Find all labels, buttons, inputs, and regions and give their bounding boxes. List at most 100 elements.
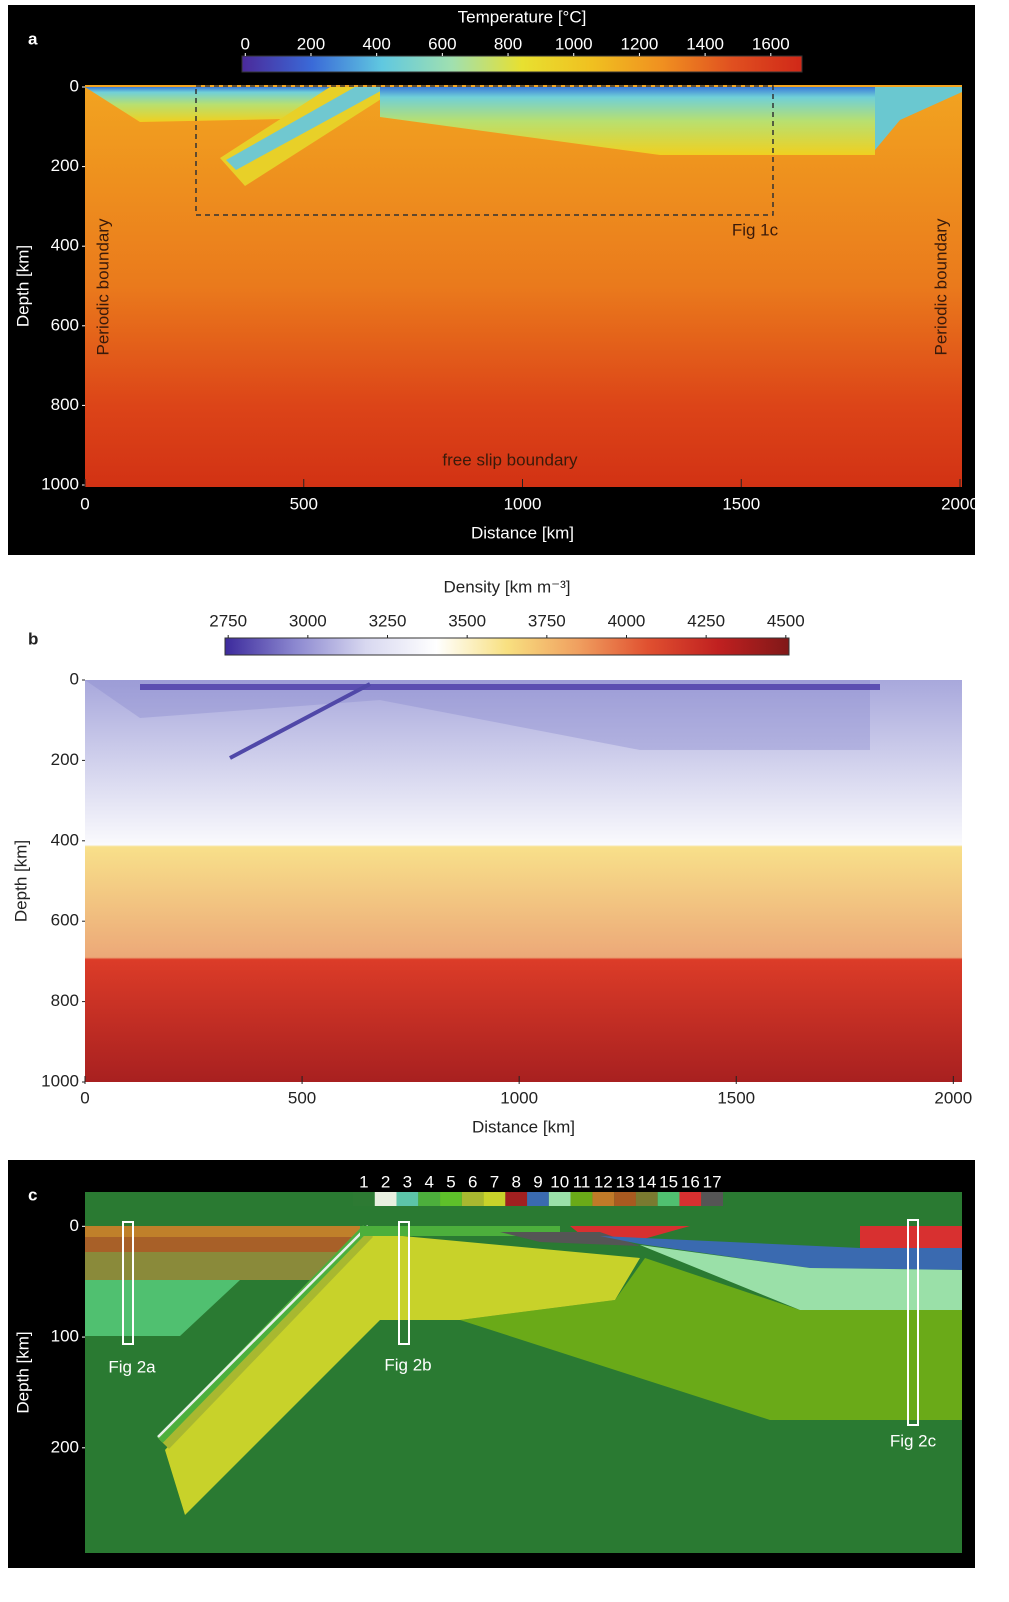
legend-swatch (679, 1192, 702, 1206)
y-tick-label: 0 (70, 76, 79, 95)
panel-label: a (28, 29, 38, 48)
y-axis-label: Depth [km] (13, 245, 32, 327)
layer (85, 1252, 345, 1280)
y-axis-label: Depth [km] (11, 840, 30, 922)
legend-label: 6 (468, 1172, 477, 1191)
legend-swatch (418, 1192, 441, 1206)
legend-swatch (657, 1192, 680, 1206)
layer (600, 1236, 962, 1270)
colorbar-tick-label: 3750 (528, 611, 566, 630)
colorbar-title: Temperature [°C] (458, 7, 587, 26)
x-tick-label: 2000 (941, 494, 979, 513)
colorbar-tick-label: 2750 (209, 611, 247, 630)
colorbar-tick-label: 200 (297, 34, 325, 53)
colorbar-tick-label: 1600 (752, 34, 790, 53)
colorbar-tick-label: 0 (241, 34, 250, 53)
colorbar-tick-label: 4000 (608, 611, 646, 630)
legend-label: 12 (594, 1172, 613, 1191)
y-tick-label: 600 (51, 911, 79, 930)
legend-swatch (527, 1192, 549, 1206)
legend-label: 3 (403, 1172, 412, 1191)
colorbar-tick-label: 1200 (621, 34, 659, 53)
x-tick-label: 1000 (500, 1088, 538, 1107)
y-tick-label: 200 (51, 1437, 79, 1456)
y-tick-label: 600 (51, 315, 79, 334)
legend-label: 5 (446, 1172, 455, 1191)
y-tick-label: 1000 (41, 474, 79, 493)
y-tick-label: 400 (51, 830, 79, 849)
x-tick-label: 1000 (504, 494, 542, 513)
legend-swatch (614, 1192, 636, 1206)
x-tick-label: 500 (288, 1088, 316, 1107)
x-tick-label: 0 (80, 494, 89, 513)
layer (360, 1226, 560, 1236)
legend-swatch (505, 1192, 528, 1206)
panel-label: c (28, 1185, 37, 1204)
y-tick-label: 0 (70, 669, 79, 688)
annotation: free slip boundary (442, 450, 578, 469)
layer (460, 1258, 962, 1420)
legend-label: 15 (659, 1172, 678, 1191)
legend-label: 14 (637, 1172, 656, 1191)
fig-box (195, 85, 774, 216)
colorbar-title: Density [km m⁻³] (443, 577, 570, 596)
plate-top (140, 684, 880, 690)
layer (640, 1245, 962, 1310)
annotation: Periodic boundary (93, 218, 112, 356)
colorbar (241, 55, 803, 73)
legend-label: 4 (424, 1172, 433, 1191)
slab-layer (158, 1227, 374, 1449)
legend-label: 8 (512, 1172, 521, 1191)
plate-edge (875, 87, 962, 150)
colorbar-tick-label: 4250 (687, 611, 725, 630)
fig-box (907, 1219, 919, 1426)
legend-swatch (374, 1192, 397, 1206)
x-axis-label: Distance [km] (472, 1117, 575, 1136)
legend-swatch (440, 1192, 462, 1206)
legend-label: 7 (490, 1172, 499, 1191)
slab (229, 682, 371, 760)
y-tick-label: 800 (51, 991, 79, 1010)
colorbar-tick-label: 1400 (686, 34, 724, 53)
x-tick-label: 1500 (717, 1088, 755, 1107)
y-tick-label: 200 (51, 156, 79, 175)
annotation: Fig 1c (732, 220, 779, 239)
slab (220, 87, 400, 186)
legend-label: 2 (381, 1172, 390, 1191)
colorbar-tick-label: 4500 (767, 611, 805, 630)
legend-swatch (396, 1192, 419, 1206)
legend-swatch (635, 1192, 658, 1206)
x-tick-label: 500 (290, 494, 318, 513)
legend-label: 10 (550, 1172, 569, 1191)
y-tick-label: 100 (51, 1327, 79, 1346)
y-tick-label: 200 (51, 750, 79, 769)
layer (500, 1232, 640, 1246)
annotation: Fig 2c (890, 1431, 937, 1450)
annotation: Fig 2a (108, 1357, 156, 1376)
density-field (85, 680, 962, 1082)
x-tick-label: 2000 (934, 1088, 972, 1107)
x-axis-label: Distance [km] (471, 523, 574, 542)
legend-label: 13 (616, 1172, 635, 1191)
colorbar (224, 637, 790, 656)
layer (85, 1237, 365, 1252)
x-tick-label: 1500 (722, 494, 760, 513)
colorbar-tick-label: 3500 (448, 611, 486, 630)
plate (85, 680, 870, 750)
x-tick-label: 0 (80, 1088, 89, 1107)
panel-label: b (28, 629, 38, 648)
fig-box (398, 1221, 410, 1345)
legend-label: 17 (703, 1172, 722, 1191)
legend-swatch (461, 1192, 484, 1206)
legend-swatch (570, 1192, 593, 1206)
legend-label: 16 (681, 1172, 700, 1191)
legend-swatch (353, 1192, 375, 1206)
legend-label: 1 (359, 1172, 368, 1191)
legend-swatch (483, 1192, 506, 1206)
layer (570, 1226, 690, 1240)
legend-label: 11 (573, 1172, 591, 1191)
legend-swatch (548, 1192, 571, 1206)
annotation: Periodic boundary (931, 218, 950, 356)
y-tick-label: 1000 (41, 1071, 79, 1090)
